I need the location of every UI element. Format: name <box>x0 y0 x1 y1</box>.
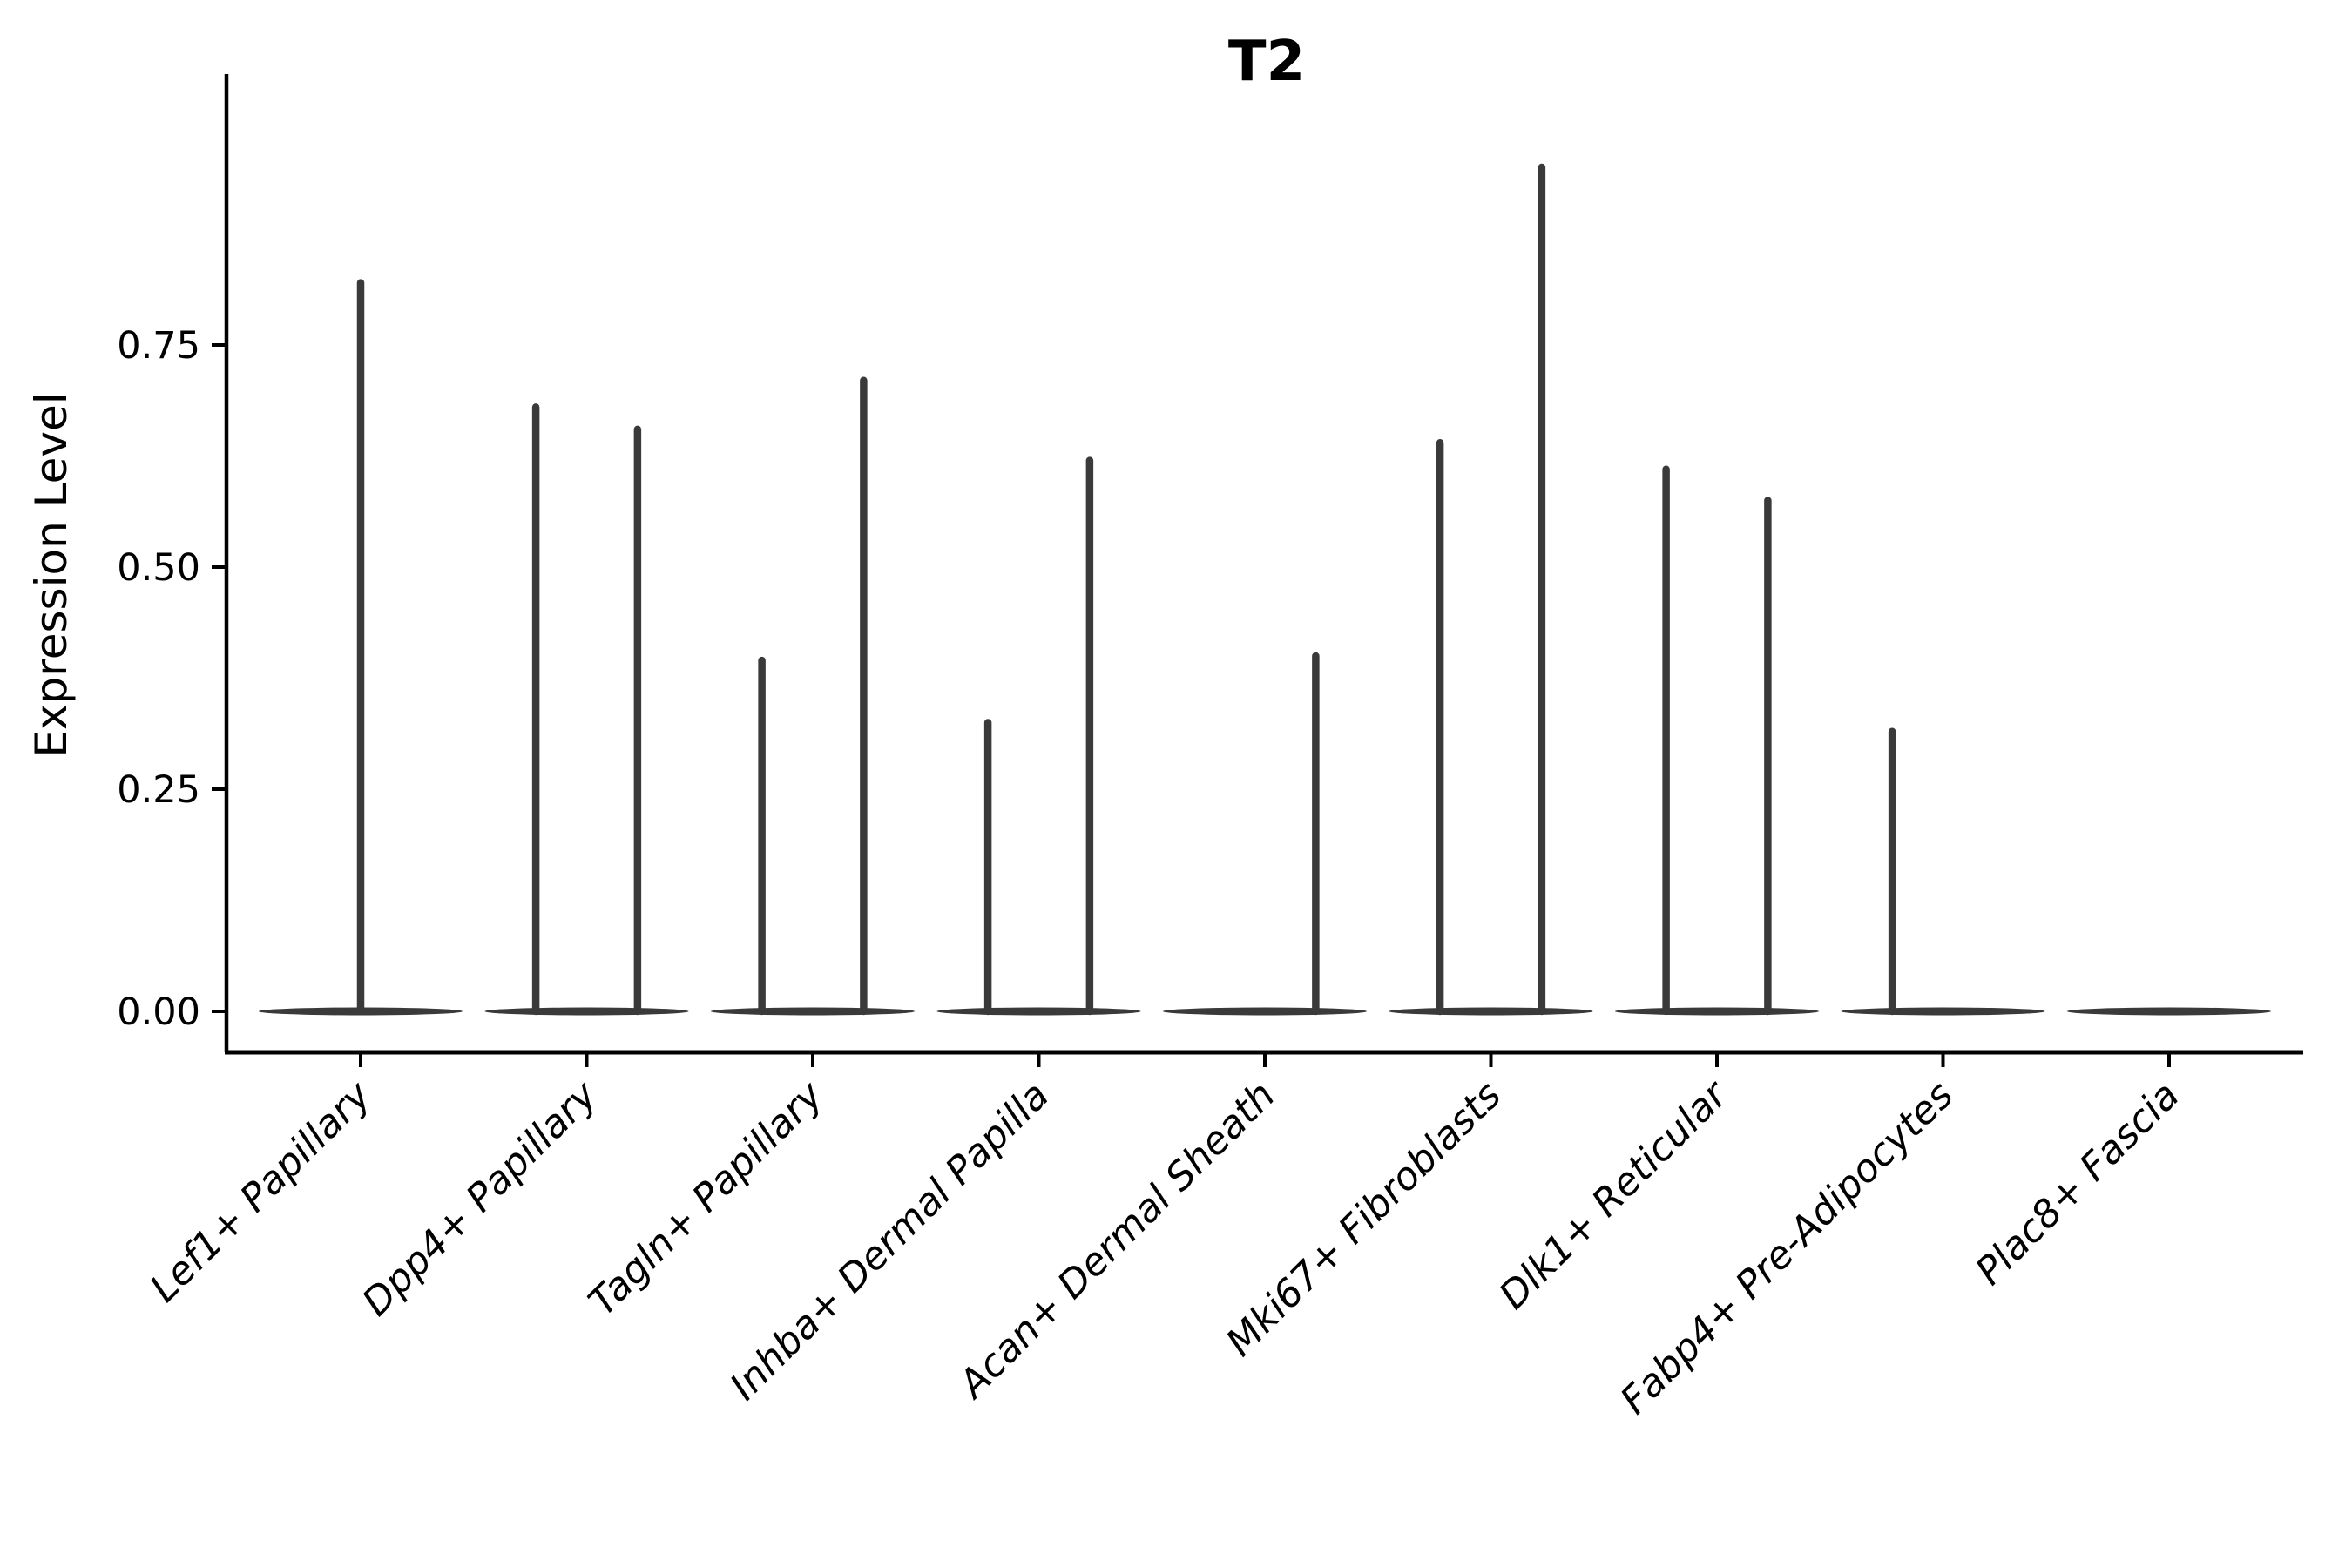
y-axis: 0.00 0.25 0.50 0.75 <box>117 74 229 1052</box>
x-tick-label: Lef1+ Papillary <box>142 1072 381 1311</box>
violin-base <box>1615 1007 1819 1016</box>
violin-base <box>1841 1007 2045 1016</box>
violin <box>936 456 1141 1016</box>
x-tick-label: Dlk1+ Reticular <box>1490 1071 1737 1318</box>
chart-title: T2 <box>1228 30 1305 94</box>
violin <box>1841 727 2045 1016</box>
y-tick-label: 0.50 <box>117 546 200 590</box>
violin-base <box>711 1007 915 1016</box>
y-axis-label: Expression Level <box>26 392 77 757</box>
violin <box>1389 163 1593 1016</box>
x-tick-label: Dpp4+ Papillary <box>354 1072 606 1325</box>
violin-base <box>1389 1007 1593 1016</box>
violin-base <box>484 1007 689 1016</box>
violin-base <box>936 1007 1141 1016</box>
violin <box>2067 1007 2271 1016</box>
y-tick-label: 0.25 <box>117 768 200 812</box>
violin <box>484 403 689 1016</box>
violin <box>711 376 915 1016</box>
violin <box>259 279 463 1016</box>
x-tick-label: Plac8+ Fascia <box>1967 1073 2187 1294</box>
x-tick-label: Tagln+ Papillary <box>580 1072 832 1324</box>
y-tick-label: 0.00 <box>117 990 200 1034</box>
y-tick-label: 0.75 <box>117 324 200 368</box>
violin-base <box>2067 1007 2271 1016</box>
violin <box>1615 465 1819 1016</box>
violin <box>1163 652 1367 1016</box>
violins-layer <box>259 163 2271 1016</box>
violin-base <box>1163 1007 1367 1016</box>
